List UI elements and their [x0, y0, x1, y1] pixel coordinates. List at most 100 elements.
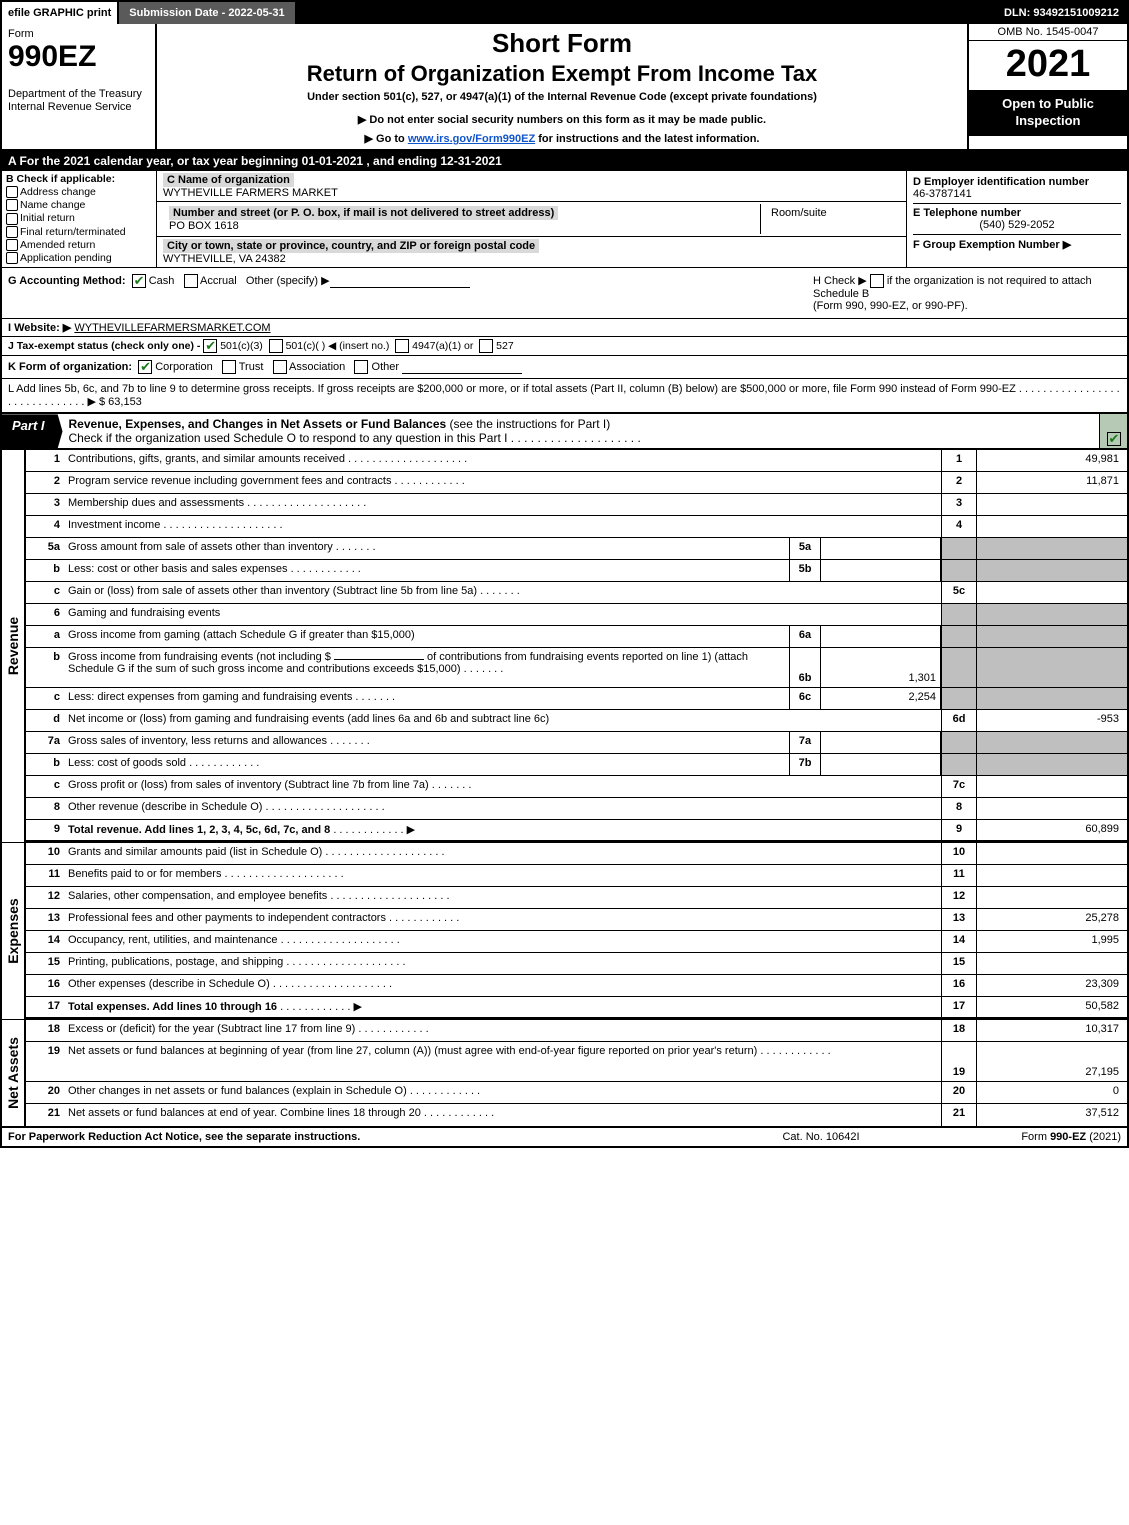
revenue-section: Revenue 1Contributions, gifts, grants, a… — [2, 449, 1127, 842]
footer: For Paperwork Reduction Act Notice, see … — [2, 1126, 1127, 1146]
form-word: Form — [8, 28, 149, 40]
g-cash-check[interactable] — [132, 274, 146, 288]
room-suite-head: Room/suite — [767, 206, 831, 220]
g-label: G Accounting Method: — [8, 275, 126, 287]
topbar-spacer — [297, 2, 996, 24]
line-9: 9Total revenue. Add lines 1, 2, 3, 4, 5c… — [26, 820, 1127, 842]
b-opt-final[interactable]: Final return/terminated — [6, 226, 152, 238]
line-6a: aGross income from gaming (attach Schedu… — [26, 626, 1127, 648]
line-5c: cGain or (loss) from sale of assets othe… — [26, 582, 1127, 604]
line-6c: cLess: direct expenses from gaming and f… — [26, 688, 1127, 710]
revenue-rows: 1Contributions, gifts, grants, and simil… — [26, 450, 1127, 842]
row-g-h: G Accounting Method: Cash Accrual Other … — [2, 268, 1127, 319]
j-501c-check[interactable] — [269, 339, 283, 353]
col-d-e-f: D Employer identification number 46-3787… — [907, 171, 1127, 267]
subtitle-1: Under section 501(c), 527, or 4947(a)(1)… — [165, 91, 959, 103]
row-l: L Add lines 5b, 6c, and 7b to line 9 to … — [2, 379, 1127, 414]
f-row: F Group Exemption Number ▶ — [913, 235, 1121, 254]
org-city: WYTHEVILLE, VA 24382 — [163, 253, 286, 265]
j-527-check[interactable] — [479, 339, 493, 353]
line-7a: 7aGross sales of inventory, less returns… — [26, 732, 1127, 754]
line-4: 4Investment income 4 — [26, 516, 1127, 538]
k-other-line[interactable] — [402, 373, 522, 374]
tax-year: 2021 — [969, 41, 1127, 90]
j-pre: J Tax-exempt status (check only one) - — [8, 340, 203, 352]
k-corp-check[interactable] — [138, 360, 152, 374]
k-label: K Form of organization: — [8, 361, 132, 373]
part-i-header: Part I Revenue, Expenses, and Changes in… — [2, 414, 1127, 449]
sub3-pre: ▶ Go to — [365, 133, 408, 145]
footer-left: For Paperwork Reduction Act Notice, see … — [8, 1131, 721, 1143]
phone-value: (540) 529-2052 — [913, 219, 1121, 231]
line-6b: b Gross income from fundraising events (… — [26, 648, 1127, 688]
k-other-check[interactable] — [354, 360, 368, 374]
c-name-head: C Name of organization — [163, 173, 294, 187]
line-1: 1Contributions, gifts, grants, and simil… — [26, 450, 1127, 472]
e-label: E Telephone number — [913, 207, 1021, 219]
form-number: 990EZ — [8, 40, 149, 74]
j-4947-check[interactable] — [395, 339, 409, 353]
i-label: I Website: ▶ — [8, 322, 71, 334]
form-container: efile GRAPHIC print Submission Date - 20… — [0, 0, 1129, 1148]
ein-value: 46-3787141 — [913, 188, 972, 200]
k-assoc-check[interactable] — [273, 360, 287, 374]
g-accrual: Accrual — [200, 275, 237, 287]
b-opt-pending[interactable]: Application pending — [6, 252, 152, 264]
part-i-check-line: Check if the organization used Schedule … — [69, 431, 508, 445]
part-i-schedule-o-check[interactable] — [1099, 414, 1127, 448]
efile-print-label[interactable]: efile GRAPHIC print — [2, 2, 119, 24]
row-a-tax-year: A For the 2021 calendar year, or tax yea… — [2, 151, 1127, 171]
submission-date: Submission Date - 2022-05-31 — [119, 2, 296, 24]
c-city-row: City or town, state or province, country… — [157, 237, 906, 267]
line-6d: dNet income or (loss) from gaming and fu… — [26, 710, 1127, 732]
department-label: Department of the Treasury Internal Reve… — [8, 88, 149, 114]
h-check[interactable] — [870, 274, 884, 288]
form-header: Form 990EZ Department of the Treasury In… — [2, 24, 1127, 151]
expenses-label: Expenses — [2, 843, 26, 1019]
part-i-badge: Part I — [2, 414, 63, 448]
part-i-title: Revenue, Expenses, and Changes in Net As… — [63, 414, 1099, 448]
k-assoc: Association — [289, 361, 345, 373]
j-501c3-check[interactable] — [203, 339, 217, 353]
j-d: 527 — [496, 340, 514, 352]
line-6: 6Gaming and fundraising events — [26, 604, 1127, 626]
g-other-line[interactable] — [330, 287, 470, 288]
line-13: 13Professional fees and other payments t… — [26, 909, 1127, 931]
footer-cat-no: Cat. No. 10642I — [721, 1131, 921, 1143]
line-8: 8Other revenue (describe in Schedule O) … — [26, 798, 1127, 820]
part-i-title-b: Revenue, Expenses, and Changes in Net As… — [69, 417, 447, 431]
line-2: 2Program service revenue including gover… — [26, 472, 1127, 494]
h-col: H Check ▶ if the organization is not req… — [807, 268, 1127, 318]
row-k: K Form of organization: Corporation Trus… — [2, 356, 1127, 379]
sub3-post: for instructions and the latest informat… — [535, 133, 759, 145]
g-col: G Accounting Method: Cash Accrual Other … — [2, 268, 807, 318]
line-21: 21Net assets or fund balances at end of … — [26, 1104, 1127, 1126]
b-opt-name[interactable]: Name change — [6, 199, 152, 211]
k-other: Other — [372, 361, 400, 373]
line-7c: cGross profit or (loss) from sales of in… — [26, 776, 1127, 798]
revenue-label: Revenue — [2, 450, 26, 842]
c-addr-head: Number and street (or P. O. box, if mail… — [169, 206, 558, 220]
j-b: 501(c)( ) ◀ (insert no.) — [286, 340, 390, 352]
line-16: 16Other expenses (describe in Schedule O… — [26, 975, 1127, 997]
h-line2: (Form 990, 990-EZ, or 990-PF). — [813, 300, 968, 312]
line-20: 20Other changes in net assets or fund ba… — [26, 1082, 1127, 1104]
g-cash: Cash — [149, 275, 175, 287]
footer-right: Form 990-EZ (2021) — [921, 1131, 1121, 1143]
line-17: 17Total expenses. Add lines 10 through 1… — [26, 997, 1127, 1019]
org-address: PO BOX 1618 — [169, 220, 239, 232]
line-7b: bLess: cost of goods sold 7b — [26, 754, 1127, 776]
b-opt-initial[interactable]: Initial return — [6, 212, 152, 224]
dln-number: DLN: 93492151009212 — [996, 2, 1127, 24]
g-other: Other (specify) ▶ — [246, 275, 330, 287]
org-name: WYTHEVILLE FARMERS MARKET — [163, 187, 338, 199]
website-value[interactable]: WYTHEVILLEFARMERSMARKET.COM — [74, 322, 270, 334]
irs-link[interactable]: www.irs.gov/Form990EZ — [408, 133, 535, 145]
k-trust-check[interactable] — [222, 360, 236, 374]
line-19: 19Net assets or fund balances at beginni… — [26, 1042, 1127, 1082]
expenses-section: Expenses 10Grants and similar amounts pa… — [2, 842, 1127, 1019]
line-15: 15Printing, publications, postage, and s… — [26, 953, 1127, 975]
b-opt-amended[interactable]: Amended return — [6, 239, 152, 251]
g-accrual-check[interactable] — [184, 274, 198, 288]
b-opt-address[interactable]: Address change — [6, 186, 152, 198]
